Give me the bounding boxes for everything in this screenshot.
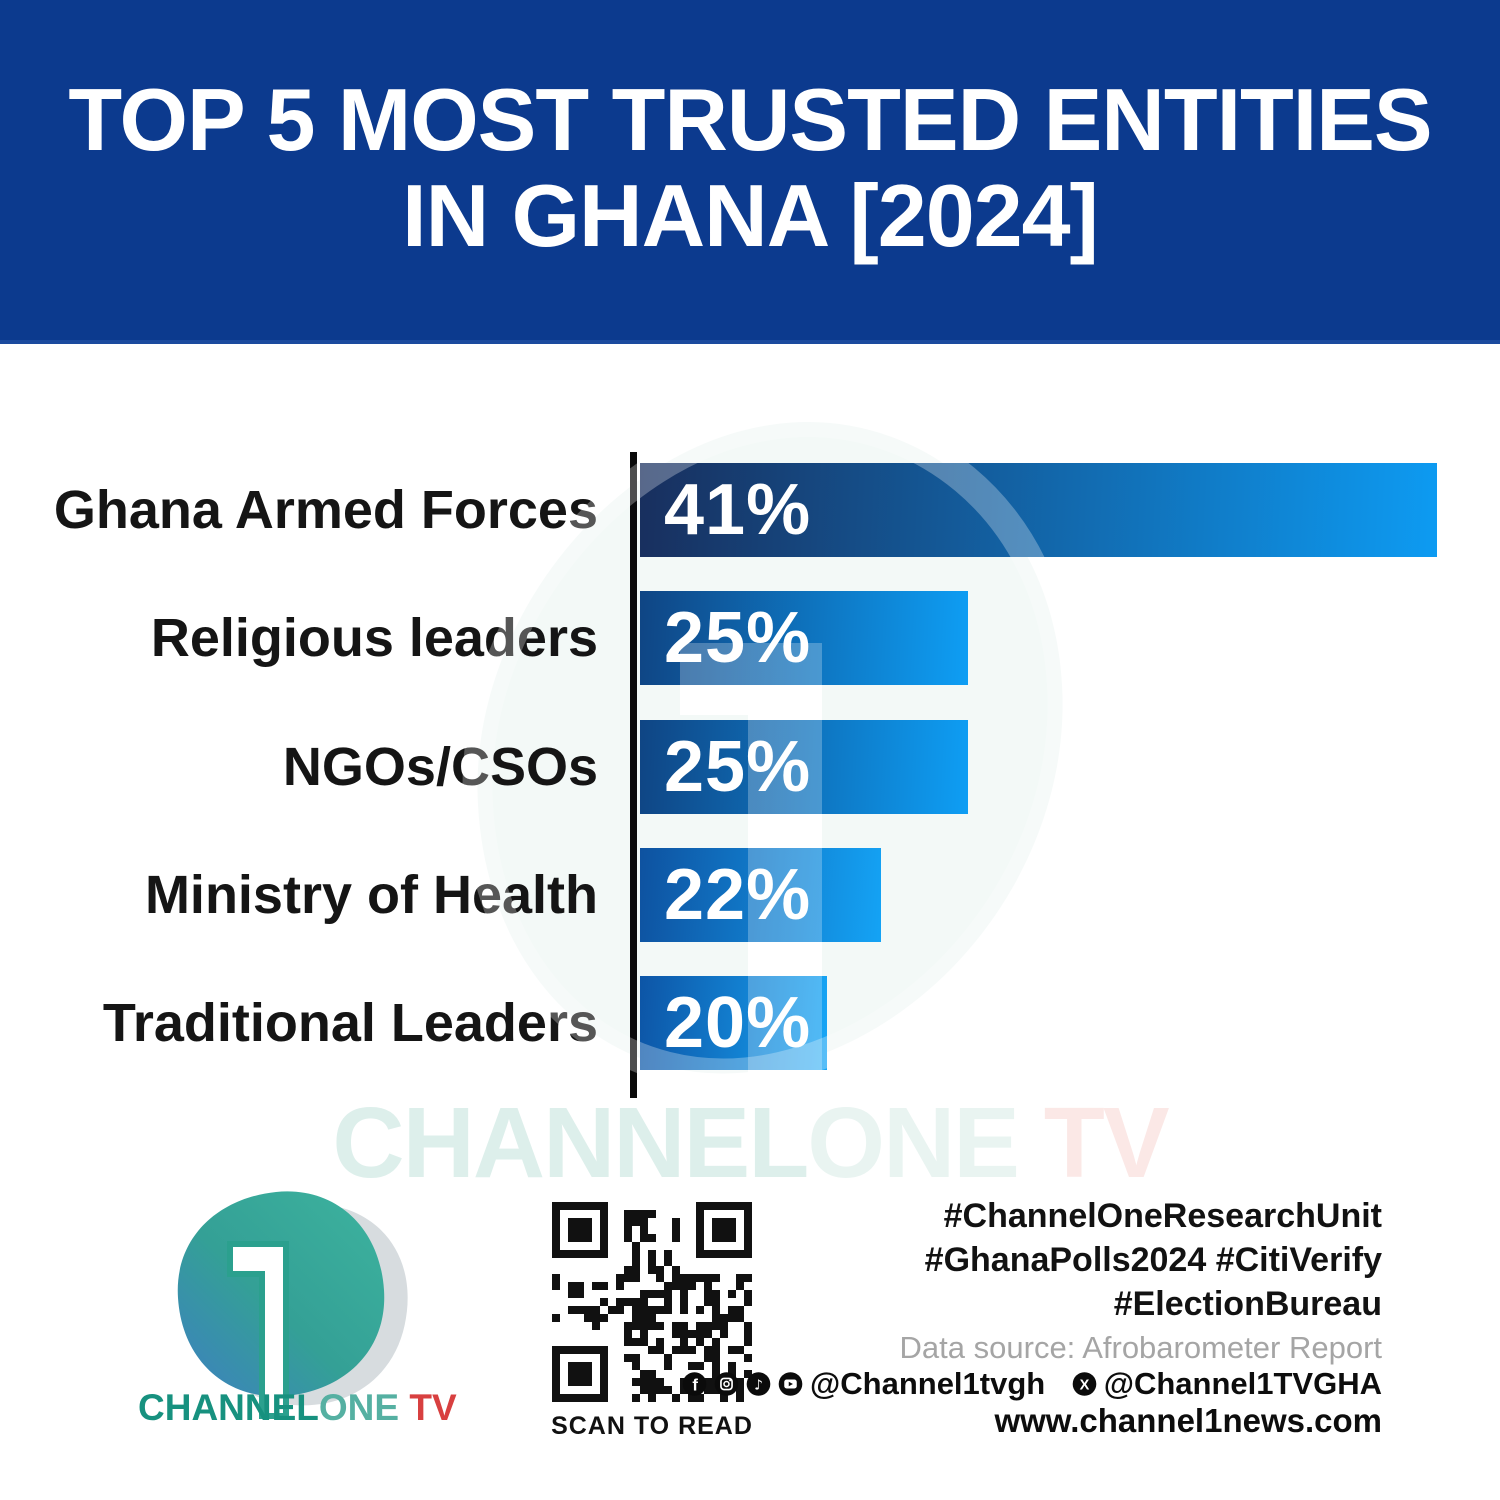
channel-one-tv-wordmark: CHANNELONE TV xyxy=(138,1387,457,1429)
bar-value-20: 20% xyxy=(664,983,812,1063)
handle-channel1tvgha: @Channel1TVGHA xyxy=(1103,1366,1382,1401)
bar-value-41: 41% xyxy=(664,470,812,550)
facebook-icon: f xyxy=(682,1372,707,1396)
website-url: www.channel1news.com xyxy=(994,1402,1382,1439)
logo-word-one: ONE xyxy=(318,1387,400,1428)
tiktok-icon: ♪ xyxy=(746,1372,771,1396)
watermark-one: ONE xyxy=(807,1087,1020,1199)
social-row: f ♪ @Channel1tvgh X @Channel1TVGHA xyxy=(682,1366,1382,1402)
qr-caption: SCAN TO READ xyxy=(551,1412,753,1440)
bar-ngos-csos: 25% xyxy=(640,720,968,814)
hashtag-line-3: #ElectionBureau xyxy=(1113,1285,1382,1323)
instagram-icon xyxy=(714,1372,739,1396)
bar-traditional-leaders: 20% xyxy=(640,976,827,1070)
title-line-2: IN GHANA [2024] xyxy=(402,166,1099,265)
svg-text:f: f xyxy=(692,1375,698,1394)
bar-value-25a: 25% xyxy=(664,598,812,678)
header-banner: TOP 5 MOST TRUSTED ENTITIES IN GHANA [20… xyxy=(0,0,1500,344)
data-source-note: Data source: Afrobarometer Report xyxy=(899,1330,1382,1365)
hashtag-line-1: #ChannelOneResearchUnit xyxy=(943,1197,1382,1235)
hashtags-block: #ChannelOneResearchUnit #GhanaPolls2024 … xyxy=(762,1194,1382,1326)
logo-digit-one xyxy=(227,1241,289,1419)
bar-ministry-of-health: 22% xyxy=(640,848,881,942)
svg-text:♪: ♪ xyxy=(754,1378,763,1394)
channel-one-tv-logo: CHANNELONE TV xyxy=(138,1182,457,1432)
handle-channel1tvgh: @Channel1tvgh xyxy=(810,1366,1046,1401)
chart-axis-line xyxy=(630,452,637,1098)
channel-one-watermark: CHANNELONE TV xyxy=(0,1086,1500,1201)
bar-label-ghana-armed-forces: Ghana Armed Forces xyxy=(53,480,598,540)
svg-text:X: X xyxy=(1079,1378,1089,1394)
hashtag-line-2: #GhanaPolls2024 #CitiVerify xyxy=(924,1241,1382,1279)
bar-label-ministry-of-health: Ministry of Health xyxy=(144,865,598,925)
qr-code xyxy=(552,1202,752,1402)
watermark-tv: TV xyxy=(1018,1087,1170,1199)
title-line-1: TOP 5 MOST TRUSTED ENTITIES xyxy=(68,70,1432,169)
bar-ghana-armed-forces: 41% xyxy=(640,463,1437,557)
watermark-channel: CHANNEL xyxy=(332,1087,809,1199)
bar-label-traditional-leaders: Traditional Leaders xyxy=(102,993,598,1053)
youtube-icon xyxy=(778,1372,803,1396)
bar-label-ngos-csos: NGOs/CSOs xyxy=(282,737,598,797)
x-twitter-icon: X xyxy=(1072,1372,1097,1396)
bar-value-22: 22% xyxy=(664,855,812,935)
bar-value-25b: 25% xyxy=(664,727,812,807)
logo-word-channel: CHANNEL xyxy=(138,1387,319,1428)
channel-one-logo-mark xyxy=(177,1191,408,1419)
page-title: TOP 5 MOST TRUSTED ENTITIES IN GHANA [20… xyxy=(0,72,1500,264)
bar-label-religious-leaders: Religious leaders xyxy=(150,608,598,668)
bar-religious-leaders: 25% xyxy=(640,591,968,685)
logo-word-tv: TV xyxy=(399,1387,457,1428)
